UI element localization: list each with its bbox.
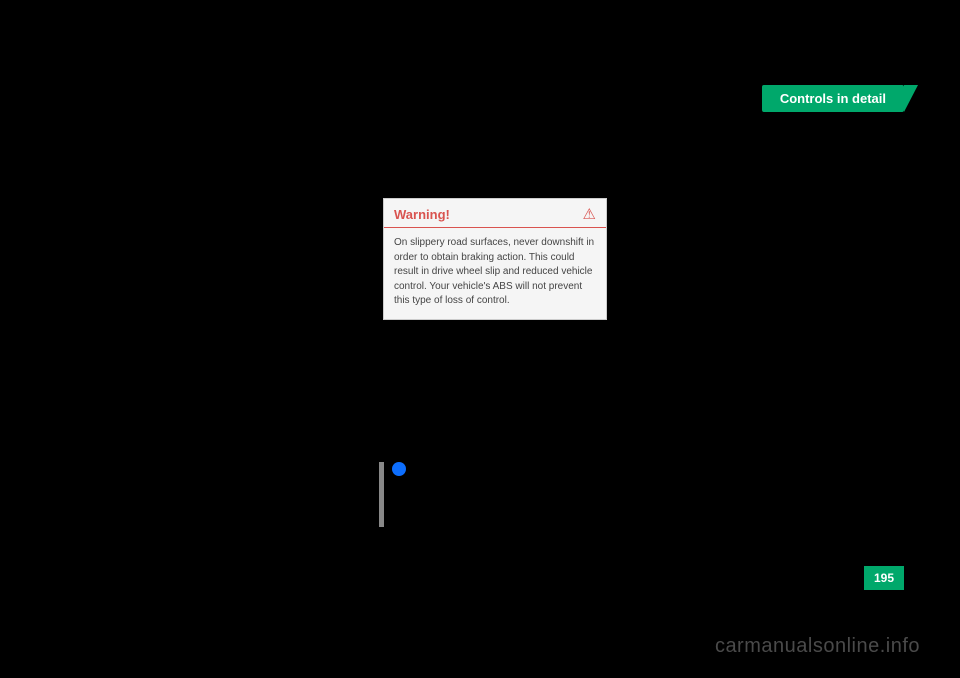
info-note-marker bbox=[379, 460, 406, 527]
section-tab: Controls in detail bbox=[762, 85, 904, 112]
warning-body-text: On slippery road surfaces, never downshi… bbox=[384, 228, 606, 319]
warning-triangle-icon: ⚠ bbox=[583, 205, 596, 223]
page-number: 195 bbox=[864, 566, 904, 590]
warning-box: Warning! ⚠ On slippery road surfaces, ne… bbox=[383, 198, 607, 320]
warning-title: Warning! bbox=[394, 207, 450, 222]
info-sidebar-bar bbox=[379, 462, 384, 527]
info-circle-icon bbox=[392, 462, 406, 476]
warning-header: Warning! ⚠ bbox=[384, 199, 606, 228]
watermark-text: carmanualsonline.info bbox=[715, 635, 920, 658]
